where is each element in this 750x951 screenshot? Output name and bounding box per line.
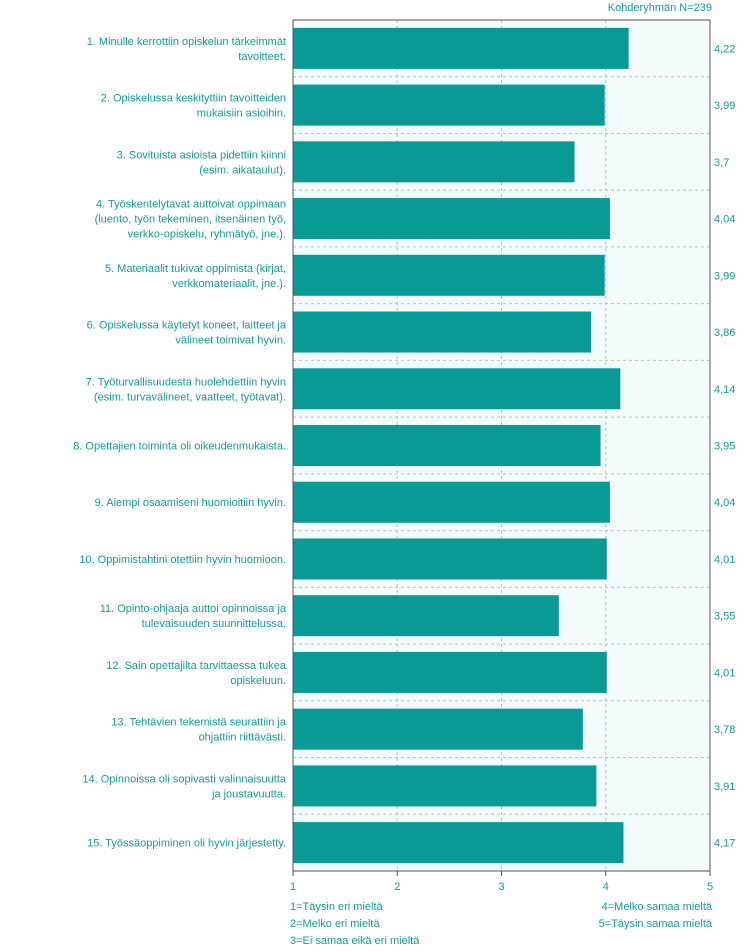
bar <box>293 481 610 523</box>
legend-right: 4=Melko samaa mieltä 5=Täysin samaa miel… <box>599 899 712 933</box>
category-label: 7. Työturvallisuudesta huolehdettiin hyv… <box>86 376 286 403</box>
value-label: 3,95 <box>714 441 735 453</box>
legend-item-4: 4=Melko samaa mieltä <box>601 901 712 913</box>
bar <box>293 708 583 750</box>
category-label: 8. Opettajien toiminta oli oikeudenmukai… <box>73 441 286 453</box>
category-label: 5. Materiaalit tukivat oppimista (kirjat… <box>105 263 286 290</box>
value-label: 3,55 <box>714 611 735 623</box>
legend-item-2: 2=Melko eri mieltä <box>290 918 380 930</box>
category-label: 12. Sain opettajilta tarvittaessa tukea o… <box>106 660 287 687</box>
bar <box>293 538 607 580</box>
category-label: 6. Opiskelussa käytetyt koneet, laitteet… <box>87 320 287 347</box>
category-label: 13. Tehtävien tekemistä seurattiin ja ohj… <box>111 717 287 744</box>
bar <box>293 765 597 807</box>
bar <box>293 822 624 864</box>
legend-item-3: 3=Ei samaa eikä eri mieltä <box>290 935 420 947</box>
value-label: 3,7 <box>714 157 729 169</box>
x-tick-label: 5 <box>707 881 713 890</box>
category-label: 2. Opiskelussa keskityttiin tavoitteiden… <box>101 93 286 120</box>
bar <box>293 311 592 353</box>
x-tick-label: 2 <box>394 881 400 890</box>
category-label: 10. Oppimistahtini otettiin hyvin huomio… <box>79 554 286 566</box>
value-label: 3,99 <box>714 100 735 112</box>
value-label: 3,99 <box>714 270 735 282</box>
category-label: 11. Opinto-ohjaaja auttoi opinnoissa ja t… <box>100 603 287 630</box>
sample-size-label: Kohderyhmän N=239 <box>607 2 712 14</box>
value-label: 4,17 <box>714 838 735 850</box>
value-label: 4,01 <box>714 667 735 679</box>
category-label: 9. Aiempi osaamiseni huomioitiin hyvin. <box>95 497 286 509</box>
x-tick-label: 3 <box>498 881 504 890</box>
value-label: 4,22 <box>714 43 735 55</box>
value-label: 4,04 <box>714 214 735 226</box>
value-label: 3,78 <box>714 724 735 736</box>
bar-chart: 1. Minulle kerrottiin opiskelun tärkeimm… <box>73 19 735 890</box>
value-label: 3,86 <box>714 327 735 339</box>
category-label: 3. Sovituista asioista pidettiin kiinni(… <box>117 149 286 176</box>
value-label: 4,04 <box>714 497 735 509</box>
bar <box>293 254 605 296</box>
category-label: 1. Minulle kerrottiin opiskelun tärkeimm… <box>87 36 286 63</box>
category-label: 4. Työskentelytavat auttoivat oppimaan (l… <box>95 199 286 241</box>
bar <box>293 368 621 410</box>
category-label: 14. Opinnoissa oli sopivasti valinnaisuu… <box>82 773 287 800</box>
bar <box>293 198 610 240</box>
legend-left: 1=Täysin eri mieltä 2=Melko eri mieltä 3… <box>290 899 419 950</box>
value-label: 4,01 <box>714 554 735 566</box>
category-label: 15. Työssäoppiminen oli hyvin järjestett… <box>87 838 286 850</box>
bar <box>293 27 629 69</box>
value-label: 4,14 <box>714 384 735 396</box>
bar <box>293 84 605 126</box>
bar <box>293 595 559 637</box>
legend-item-1: 1=Täysin eri mieltä <box>290 901 383 913</box>
value-label: 3,91 <box>714 781 735 793</box>
legend-item-5: 5=Täysin samaa mieltä <box>598 918 712 930</box>
bar <box>293 651 607 693</box>
x-tick-label: 4 <box>603 881 609 890</box>
bar <box>293 425 601 466</box>
bar <box>293 141 575 183</box>
x-tick-label: 1 <box>290 881 296 890</box>
